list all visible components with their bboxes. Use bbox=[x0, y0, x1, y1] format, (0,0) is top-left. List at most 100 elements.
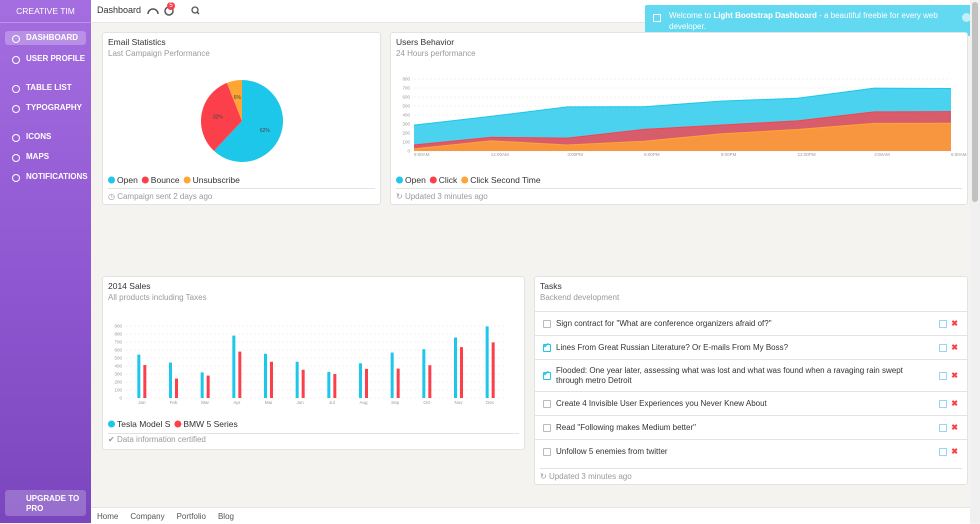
brand[interactable]: CREATIVE TIM bbox=[0, 0, 91, 23]
bar bbox=[327, 371, 331, 398]
divider bbox=[108, 188, 375, 189]
footer-link[interactable]: Portfolio bbox=[176, 512, 206, 521]
footer-text: Campaign sent 2 days ago bbox=[117, 192, 213, 201]
nav-label[interactable]: DASHBOARD bbox=[26, 33, 78, 42]
checkbox[interactable]: ✔ bbox=[543, 369, 551, 380]
bar bbox=[454, 337, 457, 398]
edit-button[interactable] bbox=[939, 447, 947, 456]
edit-button[interactable] bbox=[939, 343, 947, 352]
pie-slice bbox=[226, 80, 242, 121]
nav-label[interactable]: USER PROFILE bbox=[26, 54, 86, 63]
x-tick-label: 3:00AM bbox=[874, 152, 890, 157]
nav-label[interactable]: ICONS bbox=[26, 132, 52, 141]
legend-dot bbox=[141, 176, 149, 184]
nav-item[interactable]: USER PROFILE bbox=[5, 52, 86, 66]
search-icon[interactable] bbox=[191, 6, 199, 14]
bar bbox=[295, 361, 299, 398]
checkbox[interactable] bbox=[543, 319, 551, 328]
pie-slice bbox=[213, 80, 283, 162]
edit-button[interactable] bbox=[939, 319, 947, 328]
nav-label[interactable]: TABLE LIST bbox=[26, 83, 72, 92]
edit-button[interactable] bbox=[939, 399, 947, 408]
x-tick-label: Aug bbox=[359, 400, 368, 405]
x-tick-label: Jun bbox=[297, 400, 305, 405]
remove-button[interactable]: ✖ bbox=[951, 342, 958, 352]
y-tick-label: 100 bbox=[114, 388, 122, 393]
x-tick-label: 12:00PM bbox=[798, 152, 816, 157]
task-text: Create 4 Invisible User Experiences you … bbox=[556, 398, 767, 408]
remove-button[interactable]: ✖ bbox=[951, 318, 958, 328]
nav-icon bbox=[12, 85, 20, 93]
edit-button[interactable] bbox=[939, 371, 947, 380]
scrollbar-thumb[interactable] bbox=[972, 2, 978, 202]
bar bbox=[460, 347, 463, 398]
task-text: Read "Following makes Medium better" bbox=[556, 422, 696, 432]
task-text: Sign contract for "What are conference o… bbox=[556, 318, 772, 328]
nav-item[interactable]: NOTIFICATIONS bbox=[5, 170, 88, 184]
upgrade-label[interactable]: UPGRADE TO PRO bbox=[26, 494, 80, 513]
line bbox=[413, 111, 952, 146]
checkbox[interactable]: ✔ bbox=[543, 340, 551, 352]
upgrade-button[interactable]: UPGRADE TO PRO bbox=[5, 490, 86, 516]
card-subtitle: Backend development bbox=[540, 293, 620, 302]
checkbox[interactable] bbox=[543, 447, 551, 456]
y-tick-label: 0 bbox=[407, 149, 410, 154]
x-tick-label: Feb bbox=[170, 400, 178, 405]
task-row: ✔ Flooded: One year later, assessing what… bbox=[535, 359, 967, 391]
card-footer: ✔ Data information certified bbox=[108, 435, 206, 444]
line bbox=[413, 122, 952, 150]
nav-icon bbox=[12, 56, 20, 64]
nav-label[interactable]: MAPS bbox=[26, 152, 50, 161]
remove-button[interactable]: ✖ bbox=[951, 422, 958, 432]
bar bbox=[333, 374, 337, 398]
task-row: ✔ Lines From Great Russian Literature? Or… bbox=[535, 335, 967, 359]
legend-label: Open bbox=[117, 175, 138, 185]
nav-label[interactable]: TYPOGRAPHY bbox=[26, 103, 83, 112]
card-title: 2014 Sales bbox=[108, 281, 151, 291]
task-row: Sign contract for "What are conference o… bbox=[535, 311, 967, 335]
dashboard-icon[interactable] bbox=[147, 8, 159, 15]
bar-chart: 0 100 200 300 400 500 600 700 800 900 Jan Feb Mar Apr… bbox=[108, 324, 506, 429]
legend-dot bbox=[429, 176, 437, 184]
y-tick-label: 200 bbox=[114, 380, 122, 385]
footer-text: Updated 3 minutes ago bbox=[548, 472, 632, 481]
notification: Welcome to Light Bootstrap Dashboard - a… bbox=[645, 5, 975, 36]
legend-dot bbox=[108, 420, 115, 428]
bar bbox=[264, 353, 267, 398]
remove-button[interactable]: ✖ bbox=[951, 370, 958, 380]
edit-button[interactable] bbox=[939, 423, 947, 432]
nav-item[interactable]: MAPS bbox=[5, 150, 86, 164]
x-tick-label: 3:00PM bbox=[567, 152, 583, 157]
footer-link[interactable]: Company bbox=[130, 512, 165, 521]
divider bbox=[108, 433, 519, 434]
pie-label: 32% bbox=[213, 114, 224, 120]
checkbox[interactable] bbox=[543, 399, 551, 408]
card-footer: ◷ Campaign sent 2 days ago bbox=[108, 192, 213, 201]
remove-button[interactable]: ✖ bbox=[951, 398, 958, 408]
bar bbox=[301, 369, 305, 398]
bar bbox=[396, 368, 400, 398]
nav-item[interactable]: TABLE LIST bbox=[5, 81, 86, 95]
bar bbox=[365, 368, 368, 398]
nav-label[interactable]: NOTIFICATIONS bbox=[26, 172, 88, 181]
x-tick-label: Dec bbox=[486, 400, 495, 405]
legend-label: Click bbox=[439, 175, 458, 185]
remove-button[interactable]: ✖ bbox=[951, 446, 958, 456]
task-row: Read "Following makes Medium better" ✖ bbox=[535, 415, 967, 439]
checkbox[interactable] bbox=[543, 423, 551, 432]
close-button[interactable] bbox=[962, 13, 971, 22]
y-tick-label: 300 bbox=[402, 122, 410, 127]
card-subtitle: Last Campaign Performance bbox=[108, 49, 210, 58]
bar bbox=[359, 363, 362, 398]
nav-item[interactable]: TYPOGRAPHY bbox=[5, 101, 86, 115]
bar bbox=[428, 365, 432, 398]
nav-item[interactable]: DASHBOARD bbox=[5, 31, 86, 45]
task-text: Flooded: One year later, assessing what … bbox=[556, 365, 903, 385]
footer-link[interactable]: Home bbox=[97, 512, 119, 521]
nav-item[interactable]: ICONS bbox=[5, 130, 86, 144]
nav-icon bbox=[12, 154, 20, 162]
footer-text: Updated 3 minutes ago bbox=[404, 192, 488, 201]
bar bbox=[175, 378, 178, 398]
footer-link[interactable]: Blog bbox=[217, 512, 234, 521]
checkmark: ✔ bbox=[543, 340, 550, 350]
